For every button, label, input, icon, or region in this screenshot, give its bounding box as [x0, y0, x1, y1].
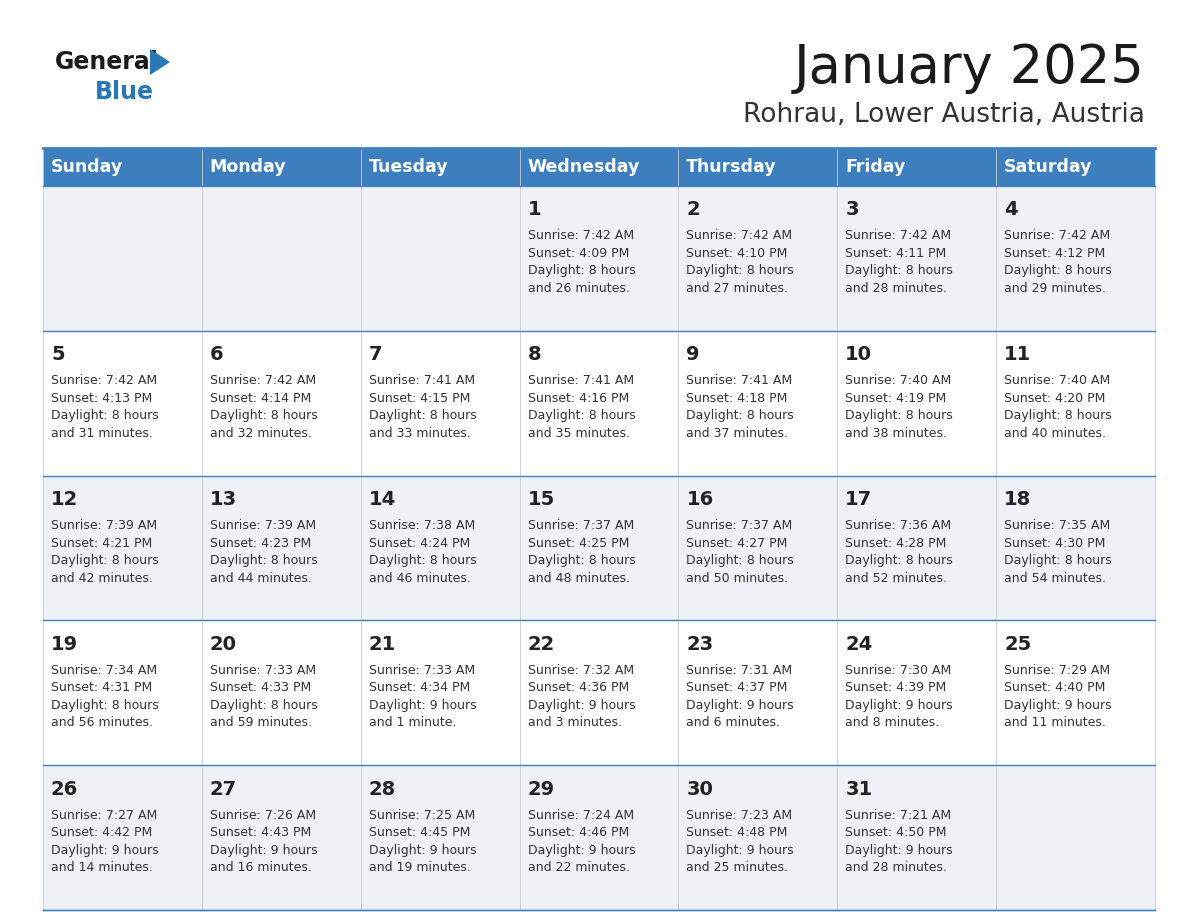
Text: Thursday: Thursday — [687, 158, 777, 176]
Text: 4: 4 — [1004, 200, 1018, 219]
Text: Monday: Monday — [210, 158, 286, 176]
Text: Sunrise: 7:38 AM
Sunset: 4:24 PM
Daylight: 8 hours
and 46 minutes.: Sunrise: 7:38 AM Sunset: 4:24 PM Dayligh… — [368, 519, 476, 585]
Text: General: General — [55, 50, 159, 74]
Text: Sunrise: 7:27 AM
Sunset: 4:42 PM
Daylight: 9 hours
and 14 minutes.: Sunrise: 7:27 AM Sunset: 4:42 PM Dayligh… — [51, 809, 158, 874]
Polygon shape — [150, 49, 170, 75]
Text: Sunday: Sunday — [51, 158, 124, 176]
Text: Sunrise: 7:42 AM
Sunset: 4:13 PM
Daylight: 8 hours
and 31 minutes.: Sunrise: 7:42 AM Sunset: 4:13 PM Dayligh… — [51, 375, 159, 440]
Text: 17: 17 — [845, 490, 872, 509]
Text: 8: 8 — [527, 345, 542, 364]
Text: Sunrise: 7:40 AM
Sunset: 4:19 PM
Daylight: 8 hours
and 38 minutes.: Sunrise: 7:40 AM Sunset: 4:19 PM Dayligh… — [845, 375, 953, 440]
Text: Sunrise: 7:35 AM
Sunset: 4:30 PM
Daylight: 8 hours
and 54 minutes.: Sunrise: 7:35 AM Sunset: 4:30 PM Dayligh… — [1004, 519, 1112, 585]
Text: Sunrise: 7:31 AM
Sunset: 4:37 PM
Daylight: 9 hours
and 6 minutes.: Sunrise: 7:31 AM Sunset: 4:37 PM Dayligh… — [687, 664, 794, 729]
Text: Sunrise: 7:39 AM
Sunset: 4:23 PM
Daylight: 8 hours
and 44 minutes.: Sunrise: 7:39 AM Sunset: 4:23 PM Dayligh… — [210, 519, 317, 585]
Text: 1: 1 — [527, 200, 542, 219]
Bar — [43, 621, 1155, 766]
Bar — [43, 330, 1155, 476]
Text: 14: 14 — [368, 490, 396, 509]
Text: 25: 25 — [1004, 635, 1031, 654]
Text: Sunrise: 7:36 AM
Sunset: 4:28 PM
Daylight: 8 hours
and 52 minutes.: Sunrise: 7:36 AM Sunset: 4:28 PM Dayligh… — [845, 519, 953, 585]
Text: January 2025: January 2025 — [794, 42, 1145, 94]
Text: 5: 5 — [51, 345, 64, 364]
Text: 16: 16 — [687, 490, 714, 509]
Text: 12: 12 — [51, 490, 78, 509]
Text: 27: 27 — [210, 779, 236, 799]
Text: Sunrise: 7:33 AM
Sunset: 4:33 PM
Daylight: 8 hours
and 59 minutes.: Sunrise: 7:33 AM Sunset: 4:33 PM Dayligh… — [210, 664, 317, 729]
Text: 30: 30 — [687, 779, 713, 799]
Bar — [43, 766, 1155, 910]
Text: 23: 23 — [687, 635, 714, 654]
Text: 13: 13 — [210, 490, 236, 509]
Text: Wednesday: Wednesday — [527, 158, 640, 176]
Text: 22: 22 — [527, 635, 555, 654]
Text: Sunrise: 7:25 AM
Sunset: 4:45 PM
Daylight: 9 hours
and 19 minutes.: Sunrise: 7:25 AM Sunset: 4:45 PM Dayligh… — [368, 809, 476, 874]
Text: Saturday: Saturday — [1004, 158, 1093, 176]
Text: Rohrau, Lower Austria, Austria: Rohrau, Lower Austria, Austria — [744, 102, 1145, 128]
Text: Sunrise: 7:40 AM
Sunset: 4:20 PM
Daylight: 8 hours
and 40 minutes.: Sunrise: 7:40 AM Sunset: 4:20 PM Dayligh… — [1004, 375, 1112, 440]
Text: 28: 28 — [368, 779, 396, 799]
Text: 15: 15 — [527, 490, 555, 509]
Text: Sunrise: 7:42 AM
Sunset: 4:12 PM
Daylight: 8 hours
and 29 minutes.: Sunrise: 7:42 AM Sunset: 4:12 PM Dayligh… — [1004, 230, 1112, 295]
Bar — [43, 186, 1155, 330]
Text: 2: 2 — [687, 200, 700, 219]
Text: Sunrise: 7:21 AM
Sunset: 4:50 PM
Daylight: 9 hours
and 28 minutes.: Sunrise: 7:21 AM Sunset: 4:50 PM Dayligh… — [845, 809, 953, 874]
Text: Sunrise: 7:41 AM
Sunset: 4:15 PM
Daylight: 8 hours
and 33 minutes.: Sunrise: 7:41 AM Sunset: 4:15 PM Dayligh… — [368, 375, 476, 440]
Text: 31: 31 — [845, 779, 872, 799]
Text: Sunrise: 7:26 AM
Sunset: 4:43 PM
Daylight: 9 hours
and 16 minutes.: Sunrise: 7:26 AM Sunset: 4:43 PM Dayligh… — [210, 809, 317, 874]
Text: Sunrise: 7:42 AM
Sunset: 4:11 PM
Daylight: 8 hours
and 28 minutes.: Sunrise: 7:42 AM Sunset: 4:11 PM Dayligh… — [845, 230, 953, 295]
Text: Sunrise: 7:23 AM
Sunset: 4:48 PM
Daylight: 9 hours
and 25 minutes.: Sunrise: 7:23 AM Sunset: 4:48 PM Dayligh… — [687, 809, 794, 874]
Text: Sunrise: 7:30 AM
Sunset: 4:39 PM
Daylight: 9 hours
and 8 minutes.: Sunrise: 7:30 AM Sunset: 4:39 PM Dayligh… — [845, 664, 953, 729]
Text: Blue: Blue — [95, 80, 154, 104]
Text: 18: 18 — [1004, 490, 1031, 509]
Text: 9: 9 — [687, 345, 700, 364]
Text: 21: 21 — [368, 635, 396, 654]
Text: Sunrise: 7:42 AM
Sunset: 4:14 PM
Daylight: 8 hours
and 32 minutes.: Sunrise: 7:42 AM Sunset: 4:14 PM Dayligh… — [210, 375, 317, 440]
Text: Sunrise: 7:32 AM
Sunset: 4:36 PM
Daylight: 9 hours
and 3 minutes.: Sunrise: 7:32 AM Sunset: 4:36 PM Dayligh… — [527, 664, 636, 729]
Bar — [43, 148, 1155, 186]
Text: Sunrise: 7:41 AM
Sunset: 4:16 PM
Daylight: 8 hours
and 35 minutes.: Sunrise: 7:41 AM Sunset: 4:16 PM Dayligh… — [527, 375, 636, 440]
Text: 6: 6 — [210, 345, 223, 364]
Text: 10: 10 — [845, 345, 872, 364]
Text: Sunrise: 7:33 AM
Sunset: 4:34 PM
Daylight: 9 hours
and 1 minute.: Sunrise: 7:33 AM Sunset: 4:34 PM Dayligh… — [368, 664, 476, 729]
Text: Sunrise: 7:39 AM
Sunset: 4:21 PM
Daylight: 8 hours
and 42 minutes.: Sunrise: 7:39 AM Sunset: 4:21 PM Dayligh… — [51, 519, 159, 585]
Text: Sunrise: 7:34 AM
Sunset: 4:31 PM
Daylight: 8 hours
and 56 minutes.: Sunrise: 7:34 AM Sunset: 4:31 PM Dayligh… — [51, 664, 159, 729]
Bar — [43, 476, 1155, 621]
Text: Friday: Friday — [845, 158, 905, 176]
Text: 29: 29 — [527, 779, 555, 799]
Text: Sunrise: 7:42 AM
Sunset: 4:09 PM
Daylight: 8 hours
and 26 minutes.: Sunrise: 7:42 AM Sunset: 4:09 PM Dayligh… — [527, 230, 636, 295]
Text: Sunrise: 7:42 AM
Sunset: 4:10 PM
Daylight: 8 hours
and 27 minutes.: Sunrise: 7:42 AM Sunset: 4:10 PM Dayligh… — [687, 230, 794, 295]
Text: Sunrise: 7:41 AM
Sunset: 4:18 PM
Daylight: 8 hours
and 37 minutes.: Sunrise: 7:41 AM Sunset: 4:18 PM Dayligh… — [687, 375, 794, 440]
Text: Sunrise: 7:37 AM
Sunset: 4:27 PM
Daylight: 8 hours
and 50 minutes.: Sunrise: 7:37 AM Sunset: 4:27 PM Dayligh… — [687, 519, 794, 585]
Text: 3: 3 — [845, 200, 859, 219]
Text: Sunrise: 7:37 AM
Sunset: 4:25 PM
Daylight: 8 hours
and 48 minutes.: Sunrise: 7:37 AM Sunset: 4:25 PM Dayligh… — [527, 519, 636, 585]
Text: 24: 24 — [845, 635, 872, 654]
Text: 26: 26 — [51, 779, 78, 799]
Text: Sunrise: 7:29 AM
Sunset: 4:40 PM
Daylight: 9 hours
and 11 minutes.: Sunrise: 7:29 AM Sunset: 4:40 PM Dayligh… — [1004, 664, 1112, 729]
Text: 19: 19 — [51, 635, 78, 654]
Text: Tuesday: Tuesday — [368, 158, 448, 176]
Text: Sunrise: 7:24 AM
Sunset: 4:46 PM
Daylight: 9 hours
and 22 minutes.: Sunrise: 7:24 AM Sunset: 4:46 PM Dayligh… — [527, 809, 636, 874]
Text: 20: 20 — [210, 635, 236, 654]
Text: 7: 7 — [368, 345, 383, 364]
Text: 11: 11 — [1004, 345, 1031, 364]
